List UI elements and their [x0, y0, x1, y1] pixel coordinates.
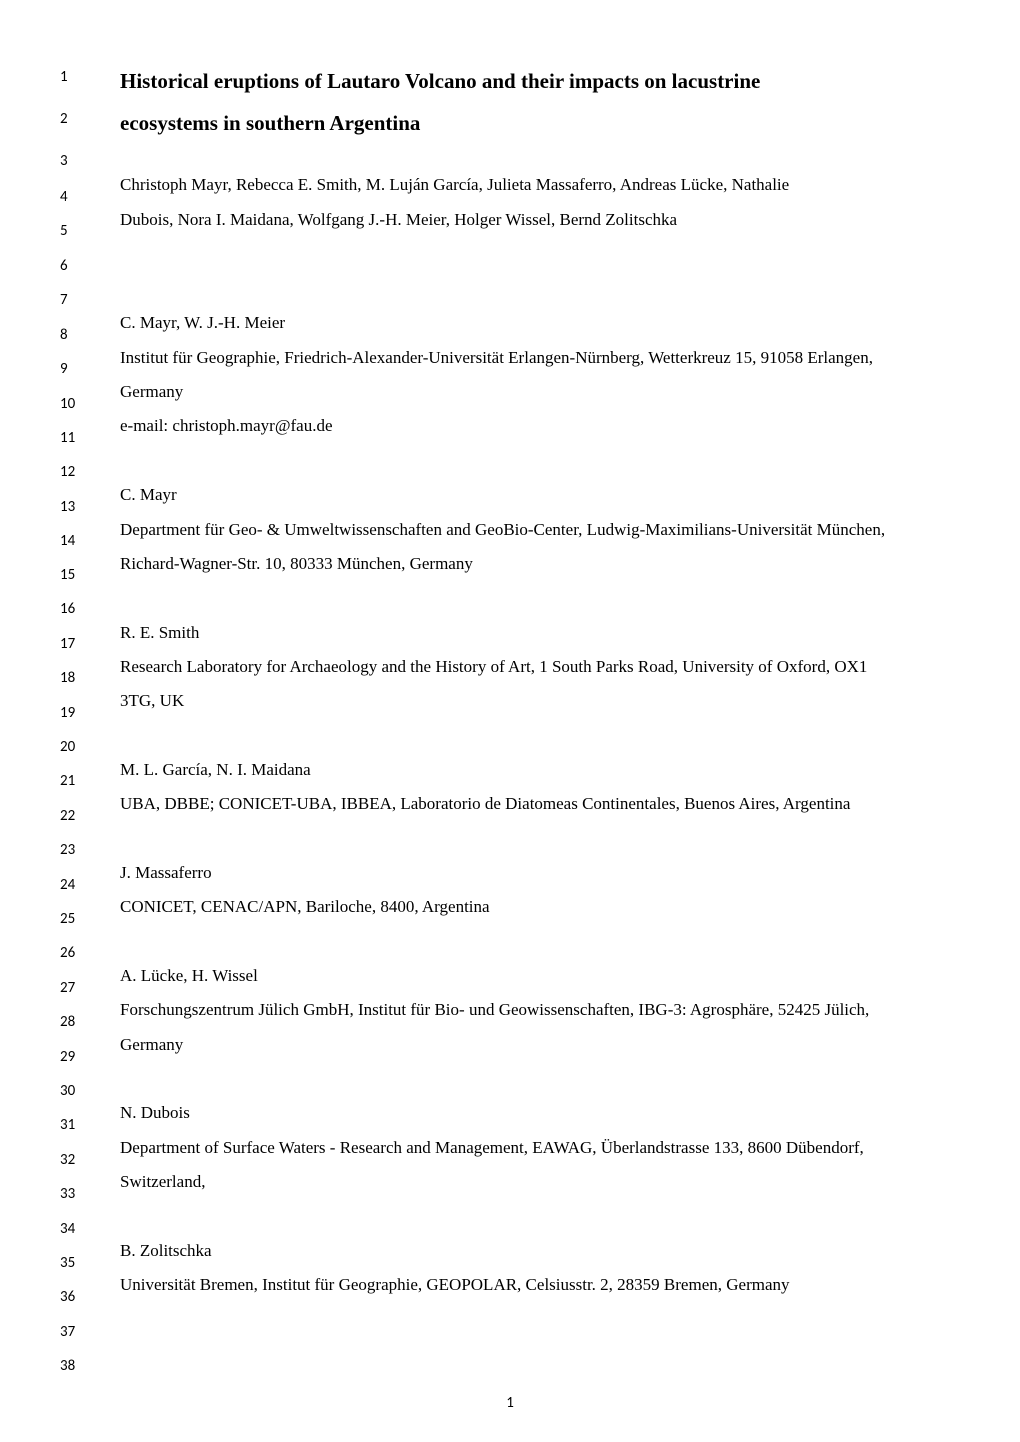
blank-line: [120, 822, 930, 856]
line-number: 36: [60, 1288, 75, 1306]
affiliation-1-address-1: Institut für Geographie, Friedrich-Alexa…: [120, 341, 930, 375]
affiliation-6: A. Lücke, H. Wissel Forschungszentrum Jü…: [120, 959, 930, 1062]
blank-line: [120, 1062, 930, 1096]
line-number: 3: [60, 152, 68, 170]
title-line-2: ecosystems in southern Argentina: [120, 111, 420, 135]
blank-line: [120, 719, 930, 753]
affiliation-2: C. Mayr Department für Geo- & Umweltwiss…: [120, 478, 930, 581]
blank-line: [120, 925, 930, 959]
affiliation-4: M. L. García, N. I. Maidana UBA, DBBE; C…: [120, 753, 930, 822]
affiliation-7-names: N. Dubois: [120, 1096, 930, 1130]
line-number: 22: [60, 807, 75, 825]
blank-line: [120, 1199, 930, 1233]
line-number: 33: [60, 1185, 75, 1203]
line-number: 2: [60, 110, 68, 128]
affiliation-5-names: J. Massaferro: [120, 856, 930, 890]
line-number: 7: [60, 291, 68, 309]
affiliation-4-names: M. L. García, N. I. Maidana: [120, 753, 930, 787]
affiliation-1-address-2: Germany: [120, 375, 930, 409]
line-number: 24: [60, 876, 75, 894]
blank-line: [120, 581, 930, 615]
author-list: Christoph Mayr, Rebecca E. Smith, M. Luj…: [120, 168, 930, 238]
line-number: 13: [60, 498, 75, 516]
line-number: 10: [60, 395, 75, 413]
affiliation-6-address-2: Germany: [120, 1028, 930, 1062]
line-number: 18: [60, 669, 75, 687]
affiliation-8-names: B. Zolitschka: [120, 1234, 930, 1268]
affiliation-1: C. Mayr, W. J.-H. Meier Institut für Geo…: [120, 306, 930, 443]
line-number: 14: [60, 532, 75, 550]
line-number: 37: [60, 1323, 75, 1341]
line-number: 11: [60, 429, 75, 447]
line-number: 5: [60, 222, 68, 240]
line-number: 16: [60, 600, 75, 618]
line-number: 4: [60, 188, 68, 206]
affiliation-7-address-2: Switzerland,: [120, 1165, 930, 1199]
affiliation-8: B. Zolitschka Universität Bremen, Instit…: [120, 1234, 930, 1303]
affiliation-5: J. Massaferro CONICET, CENAC/APN, Barilo…: [120, 856, 930, 925]
line-number: 31: [60, 1116, 75, 1134]
affiliation-5-address-1: CONICET, CENAC/APN, Bariloche, 8400, Arg…: [120, 890, 930, 924]
affiliation-3-names: R. E. Smith: [120, 616, 930, 650]
authors-line-1: Christoph Mayr, Rebecca E. Smith, M. Luj…: [120, 175, 789, 194]
title-line-1: Historical eruptions of Lautaro Volcano …: [120, 69, 760, 93]
affiliation-2-address-2: Richard-Wagner-Str. 10, 80333 München, G…: [120, 547, 930, 581]
line-number: 32: [60, 1151, 75, 1169]
blank-line: [120, 238, 930, 272]
affiliation-1-email: e-mail: christoph.mayr@fau.de: [120, 409, 930, 443]
line-number: 20: [60, 738, 75, 756]
paper-title: Historical eruptions of Lautaro Volcano …: [120, 60, 930, 144]
line-number: 1: [60, 68, 68, 86]
affiliation-3: R. E. Smith Research Laboratory for Arch…: [120, 616, 930, 719]
affiliation-3-address-1: Research Laboratory for Archaeology and …: [120, 650, 930, 684]
line-number: 15: [60, 566, 75, 584]
blank-line: [120, 272, 930, 306]
authors-line-2: Dubois, Nora I. Maidana, Wolfgang J.-H. …: [120, 210, 677, 229]
line-number: 38: [60, 1357, 75, 1375]
line-number: 19: [60, 704, 75, 722]
affiliation-2-address-1: Department für Geo- & Umweltwissenschaft…: [120, 513, 930, 547]
blank-line: [120, 444, 930, 478]
affiliation-7-address-1: Department of Surface Waters - Research …: [120, 1131, 930, 1165]
affiliation-6-address-1: Forschungszentrum Jülich GmbH, Institut …: [120, 993, 930, 1027]
line-number: 35: [60, 1254, 75, 1272]
affiliation-1-names: C. Mayr, W. J.-H. Meier: [120, 306, 930, 340]
line-number: 23: [60, 841, 75, 859]
line-number: 9: [60, 360, 68, 378]
line-number: 21: [60, 772, 75, 790]
line-number: 28: [60, 1013, 75, 1031]
line-number: 26: [60, 944, 75, 962]
line-number: 12: [60, 463, 75, 481]
affiliation-7: N. Dubois Department of Surface Waters -…: [120, 1096, 930, 1199]
line-number: 6: [60, 257, 68, 275]
line-number: 25: [60, 910, 75, 928]
affiliation-4-address-1: UBA, DBBE; CONICET-UBA, IBBEA, Laborator…: [120, 787, 930, 821]
line-number: 29: [60, 1048, 75, 1066]
line-number: 27: [60, 979, 75, 997]
affiliation-8-address-1: Universität Bremen, Institut für Geograp…: [120, 1268, 930, 1302]
line-number: 8: [60, 326, 68, 344]
affiliation-2-names: C. Mayr: [120, 478, 930, 512]
line-number: 30: [60, 1082, 75, 1100]
affiliation-3-address-2: 3TG, UK: [120, 684, 930, 718]
page-number: 1: [506, 1394, 514, 1412]
affiliation-6-names: A. Lücke, H. Wissel: [120, 959, 930, 993]
page-content: Historical eruptions of Lautaro Volcano …: [120, 60, 930, 1302]
line-number: 17: [60, 635, 75, 653]
line-number: 34: [60, 1220, 75, 1238]
